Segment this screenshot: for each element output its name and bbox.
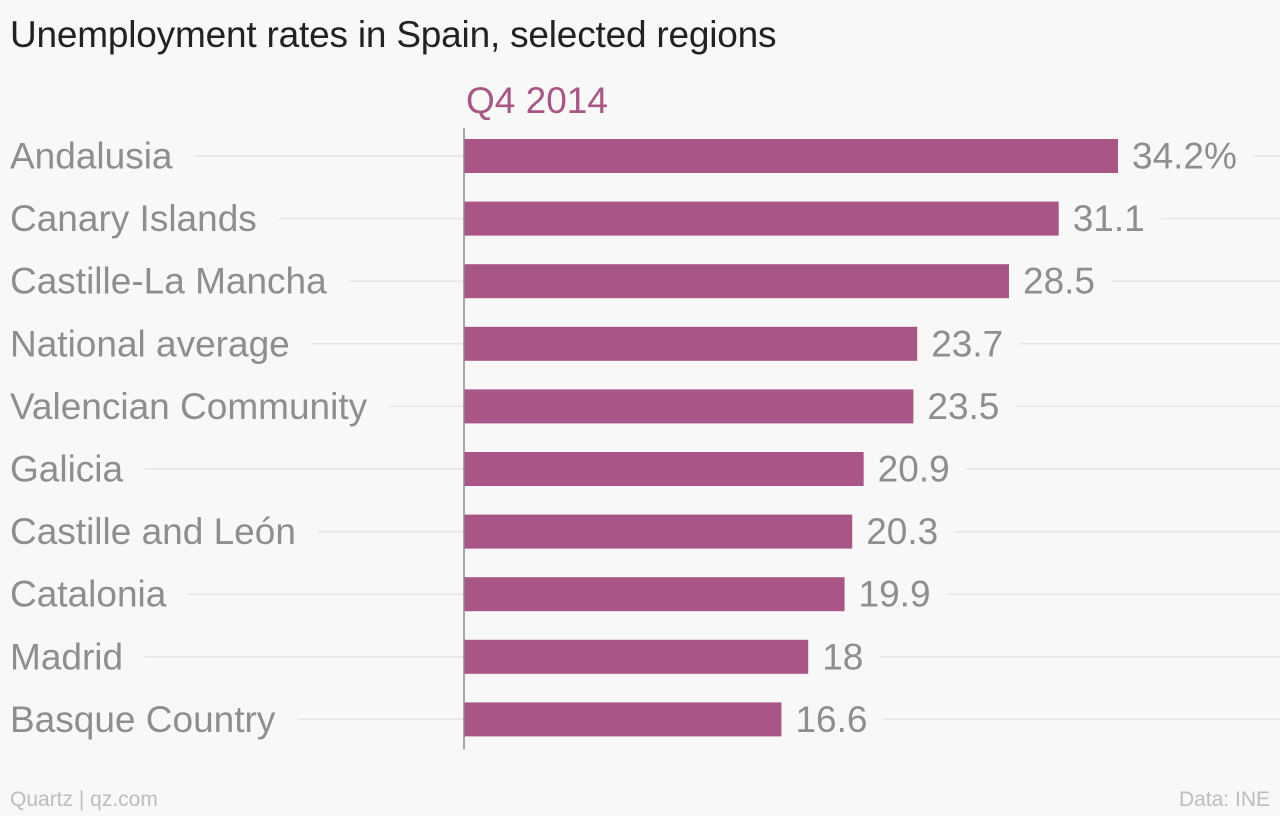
value-label: 20.9	[878, 449, 950, 490]
bar	[464, 577, 845, 612]
data-source: Data: INE	[1178, 788, 1270, 811]
category-label: Galicia	[10, 449, 124, 490]
value-label: 19.9	[859, 574, 931, 615]
category-label: Basque Country	[10, 699, 276, 740]
value-label: 31.1	[1073, 198, 1145, 239]
category-label: Castille and León	[10, 511, 296, 552]
category-label: Catalonia	[10, 574, 167, 615]
gridlines	[145, 155, 1280, 721]
category-label: Canary Islands	[10, 198, 257, 239]
labels: Andalusia 34.2% Canary Islands 31.1 Castille…	[10, 136, 1237, 740]
value-label: 28.5	[1023, 261, 1095, 302]
category-label: Castille-La Mancha	[10, 261, 327, 302]
category-label: Valencian Community	[10, 386, 368, 427]
value-label: 23.5	[927, 386, 999, 427]
bar	[464, 326, 918, 361]
bar	[464, 139, 1118, 173]
category-label: Madrid	[10, 636, 123, 677]
bar	[464, 639, 809, 674]
value-label: 20.3	[866, 511, 938, 552]
category-label: Andalusia	[10, 136, 173, 177]
bar	[464, 201, 1059, 236]
value-label: 34.2%	[1132, 136, 1237, 177]
bar	[464, 264, 1009, 299]
value-label: 16.6	[795, 699, 867, 740]
value-label: 18	[822, 636, 863, 677]
source-credit: Quartz | qz.com	[10, 788, 158, 811]
chart-title: Unemployment rates in Spain, selected re…	[10, 14, 777, 55]
bars	[464, 139, 1118, 737]
bar	[464, 389, 914, 424]
bar	[464, 452, 864, 486]
value-label: 23.7	[931, 323, 1003, 364]
bar	[464, 514, 853, 549]
series-label: Q4 2014	[466, 80, 608, 121]
category-label: National average	[10, 323, 290, 364]
bar	[464, 702, 782, 737]
